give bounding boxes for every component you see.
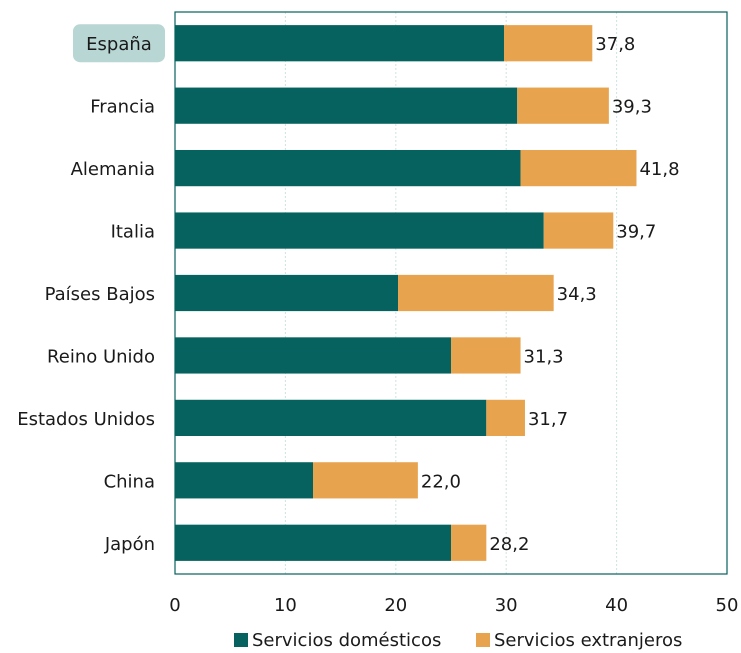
bar-segment [175,462,313,499]
category-label: Reino Unido [47,346,155,367]
x-tick-label: 40 [605,595,628,616]
category-label: Japón [104,534,155,555]
total-label: 34,3 [557,284,597,305]
total-label: 31,7 [528,409,568,430]
bars [175,25,637,561]
bar-segment [175,87,518,124]
legend-swatch [476,633,490,647]
bar-segment [313,462,418,499]
legend: Servicios domésticos Servicios extranjero… [234,630,682,651]
category-labels: España Francia Alemania Italia Países Bajos R… [17,24,165,555]
total-label: 31,3 [524,346,564,367]
bar-segment [398,274,554,312]
legend-swatch [234,633,248,647]
total-label: 37,8 [595,34,635,55]
x-axis-ticks: 0 10 20 30 40 50 [169,595,738,616]
total-label: 22,0 [421,471,461,492]
bar-segment [175,274,399,312]
category-label: Italia [111,222,155,243]
total-label: 39,3 [612,97,652,118]
bar-segment [175,399,487,436]
x-tick-label: 0 [169,595,180,616]
bar-segment [451,524,487,561]
bar-segment [543,212,614,249]
bar-segment [175,150,521,187]
category-label: Estados Unidos [17,409,155,430]
plot-frame [174,11,728,575]
total-label: 28,2 [489,534,529,555]
bar-segment [520,150,637,187]
bar-segment [451,337,521,374]
bar-segment [175,212,544,249]
x-tick-label: 10 [274,595,297,616]
category-label: China [104,471,155,492]
category-label: Alemania [71,159,155,180]
legend-label: Servicios extranjeros [494,630,682,651]
total-labels: 37,8 39,3 41,8 39,7 34,3 31,3 31,7 22,0 28,2 [421,34,680,555]
bar-segment [175,337,451,374]
category-label: España [86,34,152,55]
category-label: Países Bajos [45,284,155,305]
category-label: Francia [90,97,155,118]
x-tick-label: 50 [716,595,739,616]
bar-segment [175,25,504,62]
bar-segment [503,25,593,62]
bar-segment [517,87,609,124]
bar-segment [175,524,451,561]
highlight-badge [73,24,165,63]
total-label: 41,8 [639,159,679,180]
legend-label: Servicios domésticos [252,630,441,651]
x-tick-label: 30 [495,595,518,616]
total-label: 39,7 [616,222,656,243]
x-tick-label: 20 [384,595,407,616]
bar-segment [486,399,525,436]
